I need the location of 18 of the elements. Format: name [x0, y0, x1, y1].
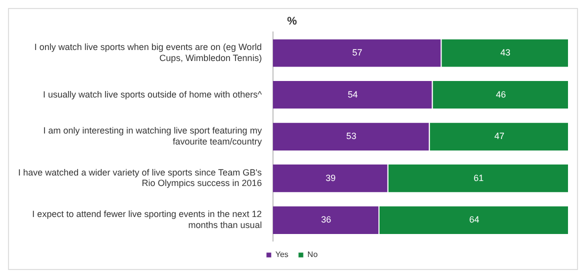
data-label: 64 [469, 214, 480, 225]
data-label: 57 [352, 48, 362, 58]
data-label: 43 [500, 48, 510, 58]
legend-label: No [307, 250, 318, 260]
data-label: 39 [326, 172, 336, 183]
data-label: 54 [348, 89, 358, 100]
data-label: 46 [496, 89, 506, 100]
data-label: 36 [321, 214, 332, 225]
y-tick-label: I am only interesting in watching live sport featuring my favourite team/country [43, 126, 262, 146]
y-tick-label: I usually watch live sports outside of home with others^ [42, 89, 263, 100]
data-label: 47 [494, 131, 504, 142]
y-tick-label: I expect to attend fewer live sporting events in the next 12 months than usual [32, 209, 262, 230]
data-label: 53 [346, 131, 356, 142]
y-tick-label: I have watched a wider variety of live sports since Team GB's Rio Olympics success in 2016 [18, 167, 262, 188]
y-tick-label: I only watch live sports when big events are on (eg World Cups, Wimbledon Tennis) [34, 42, 262, 63]
data-label: 61 [474, 172, 484, 183]
chart-title: % [287, 16, 298, 28]
legend-label: Yes [275, 250, 288, 260]
